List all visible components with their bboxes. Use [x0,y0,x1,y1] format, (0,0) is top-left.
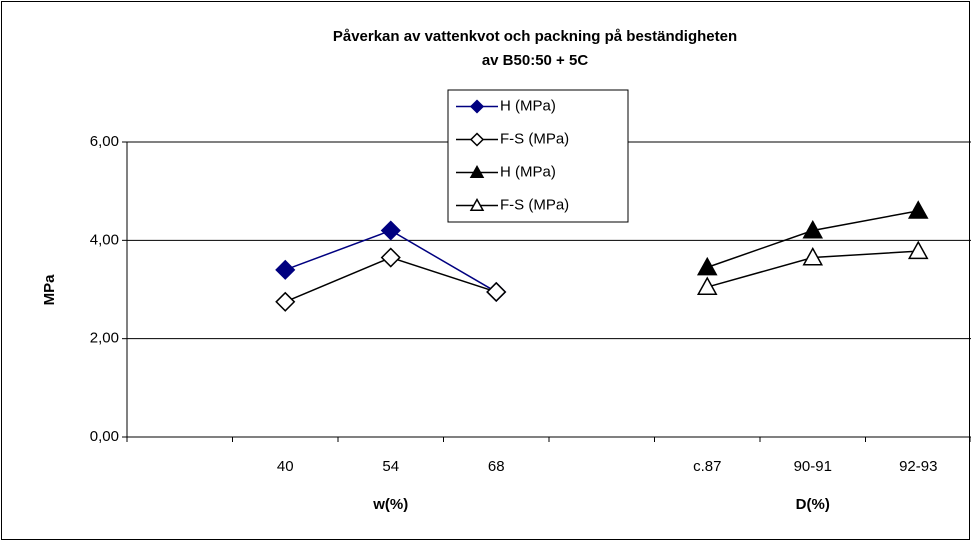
chart-title: Påverkan av vattenkvot och packning på b… [333,28,737,45]
marker [696,256,718,276]
marker [696,276,718,295]
legend-marker [469,197,485,212]
x-tick-label: c.87 [693,458,721,475]
marker [275,291,296,312]
y-tick-label: 4,00 [90,231,119,248]
chart-title: av B50:50 + 5C [482,52,588,69]
marker [907,240,929,260]
legend-marker [469,164,485,179]
x-tick-label: 68 [488,458,505,475]
marker [486,281,507,303]
y-tick-label: 2,00 [90,330,119,347]
marker [380,220,401,241]
y-axis-label: MPa [41,274,58,306]
x-tick-label: 90-91 [794,458,832,475]
legend-label: H (MPa) [500,163,556,180]
x-axis-label: w(%) [372,496,408,513]
y-tick-label: 6,00 [90,133,119,150]
legend-marker [469,99,485,114]
y-tick-label: 0,00 [90,428,119,445]
legend-marker [469,132,485,147]
legend-label: F-S (MPa) [500,130,569,147]
x-axis-label: D(%) [796,496,830,513]
x-tick-label: 92-93 [899,458,937,475]
x-tick-label: 40 [277,458,294,475]
marker [275,259,296,280]
marker [907,200,929,219]
marker [802,219,824,239]
marker [380,247,401,268]
legend-label: F-S (MPa) [500,196,569,213]
marker [802,246,824,266]
legend-label: H (MPa) [500,97,556,114]
x-tick-label: 54 [382,458,399,475]
